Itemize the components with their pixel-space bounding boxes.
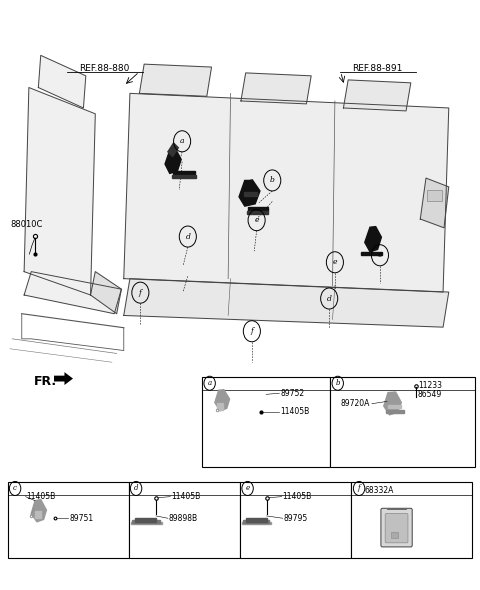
Text: e: e: [333, 258, 337, 266]
Bar: [3, 3, 477, 374]
Polygon shape: [24, 271, 121, 314]
Polygon shape: [38, 55, 86, 108]
Text: 89898B: 89898B: [169, 514, 198, 523]
Polygon shape: [388, 405, 401, 408]
Text: c: c: [378, 251, 382, 259]
Polygon shape: [165, 149, 181, 173]
Text: c: c: [13, 484, 17, 493]
Polygon shape: [135, 518, 156, 522]
Polygon shape: [384, 392, 401, 415]
Text: f: f: [358, 484, 360, 493]
Text: b: b: [336, 379, 340, 387]
Text: 89752: 89752: [280, 389, 304, 398]
FancyBboxPatch shape: [381, 509, 412, 547]
Polygon shape: [132, 520, 160, 523]
Bar: [8, 482, 129, 558]
Text: 86549: 86549: [418, 390, 442, 399]
Polygon shape: [244, 192, 257, 196]
Text: a: a: [180, 137, 184, 145]
FancyBboxPatch shape: [385, 513, 408, 543]
Text: d: d: [134, 484, 138, 493]
Text: 11405B: 11405B: [283, 492, 312, 501]
Polygon shape: [124, 278, 449, 327]
Polygon shape: [172, 175, 196, 178]
Bar: [240, 482, 351, 558]
Polygon shape: [24, 87, 96, 295]
Text: 11405B: 11405B: [280, 407, 310, 417]
Text: a: a: [207, 379, 212, 387]
Text: b: b: [270, 176, 275, 185]
Text: 89751: 89751: [69, 514, 93, 523]
Bar: [351, 482, 472, 558]
Text: REF.88-880: REF.88-880: [80, 64, 130, 73]
Text: f: f: [139, 289, 142, 297]
Polygon shape: [91, 271, 121, 314]
Polygon shape: [246, 518, 266, 522]
Text: e: e: [254, 216, 259, 224]
Text: 11405B: 11405B: [171, 492, 201, 501]
Polygon shape: [242, 522, 271, 524]
Polygon shape: [241, 73, 311, 104]
Polygon shape: [131, 522, 162, 524]
Text: e: e: [246, 484, 250, 493]
Polygon shape: [217, 402, 223, 409]
Text: REF.88-891: REF.88-891: [352, 64, 403, 73]
Polygon shape: [139, 64, 212, 96]
Polygon shape: [168, 143, 179, 156]
Bar: [330, 377, 475, 467]
Polygon shape: [215, 389, 229, 411]
Bar: [129, 482, 240, 558]
Polygon shape: [243, 520, 269, 523]
Polygon shape: [173, 171, 195, 174]
Polygon shape: [343, 80, 411, 111]
Polygon shape: [124, 93, 449, 292]
Text: d: d: [185, 232, 190, 241]
Text: 11405B: 11405B: [26, 492, 56, 501]
Text: 68332A: 68332A: [364, 486, 394, 495]
Text: 89795: 89795: [284, 514, 308, 523]
Polygon shape: [35, 512, 41, 518]
Polygon shape: [247, 211, 268, 214]
Polygon shape: [361, 252, 383, 255]
Bar: [202, 377, 330, 467]
Text: d: d: [327, 294, 332, 303]
Polygon shape: [239, 180, 260, 206]
Polygon shape: [31, 500, 47, 522]
Bar: [391, 532, 397, 538]
Text: 88010C: 88010C: [10, 221, 42, 230]
Text: 89720A: 89720A: [341, 399, 370, 408]
Text: 11233: 11233: [418, 381, 442, 389]
Polygon shape: [386, 410, 404, 413]
Polygon shape: [365, 227, 382, 252]
Text: FR.: FR.: [34, 375, 57, 388]
Text: f: f: [251, 327, 253, 335]
Polygon shape: [54, 372, 73, 385]
Polygon shape: [248, 207, 267, 211]
Bar: [427, 190, 442, 202]
Polygon shape: [420, 178, 449, 228]
